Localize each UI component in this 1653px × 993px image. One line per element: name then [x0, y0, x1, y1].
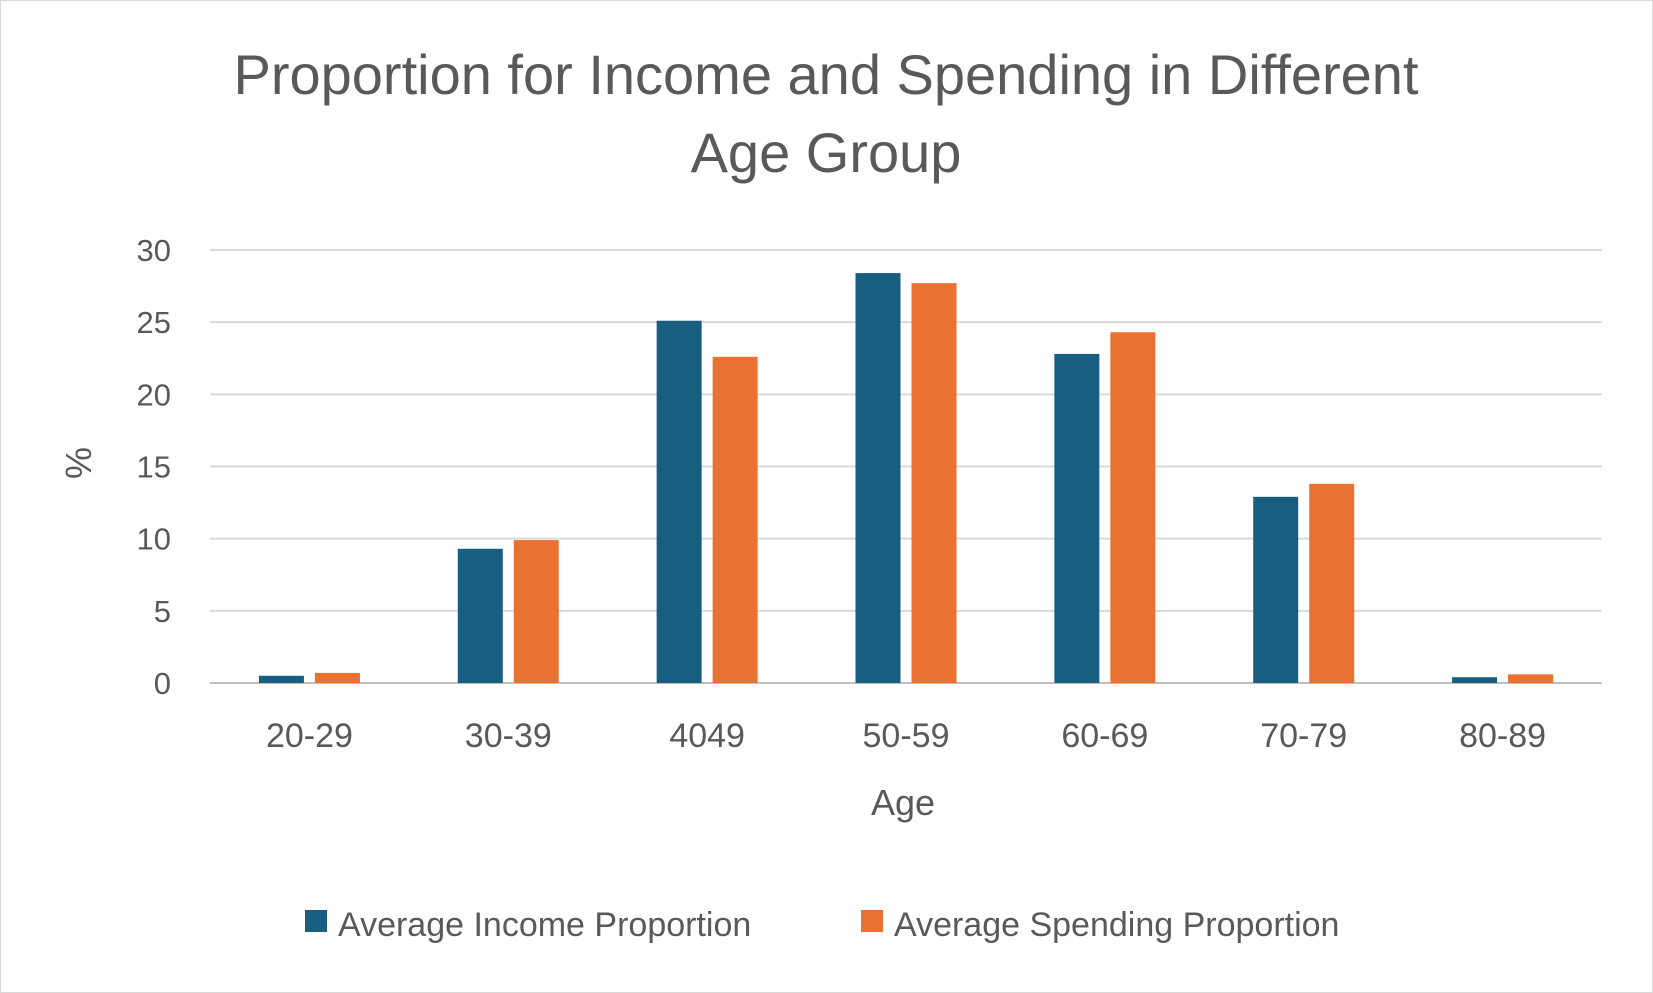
- x-tick-label: 60-69: [1061, 717, 1148, 755]
- y-tick-label: 15: [137, 450, 171, 485]
- x-tick-label: 80-89: [1459, 717, 1546, 755]
- bars: [258, 273, 1554, 683]
- spending-bar-30-39: [513, 540, 559, 683]
- y-tick-label: 25: [137, 305, 171, 340]
- y-tick-label: 20: [137, 377, 171, 412]
- income-bar-80-89: [1452, 677, 1498, 683]
- y-tick-label: 10: [137, 522, 171, 557]
- x-tick-label: 50-59: [863, 717, 950, 755]
- spending-bar-50-59: [911, 283, 957, 683]
- income-bar-70-79: [1253, 496, 1299, 683]
- income-bar-20-29: [258, 675, 304, 683]
- spending-bar-20-29: [314, 672, 360, 683]
- spending-bar-4049: [712, 356, 758, 683]
- x-axis-ticks: 20-29 30-39 4049 50-59 60-69 70-79 80-89: [266, 717, 1546, 755]
- x-tick-label: 30-39: [465, 717, 552, 755]
- spending-bar-80-89: [1508, 674, 1554, 683]
- legend: Average Income Proportion Average Spendi…: [305, 906, 1339, 944]
- y-axis-ticks: 0 5 10 15 20 25 30: [137, 233, 171, 701]
- chart-title-line-1: Proportion for Income and Spending in Di…: [233, 43, 1418, 106]
- chart-title-line-2: Age Group: [691, 121, 962, 184]
- y-tick-label: 0: [154, 666, 171, 701]
- spending-bar-60-69: [1110, 332, 1156, 683]
- y-tick-label: 5: [154, 594, 171, 629]
- legend-label-spending: Average Spending Proportion: [894, 906, 1339, 944]
- legend-swatch-income: [305, 910, 327, 932]
- x-axis-title: Age: [871, 782, 935, 823]
- income-bar-30-39: [457, 548, 503, 683]
- y-axis-title: %: [58, 447, 99, 479]
- income-bar-50-59: [855, 273, 901, 683]
- x-tick-label: 4049: [669, 717, 745, 755]
- income-bar-4049: [656, 320, 702, 683]
- legend-label-income: Average Income Proportion: [338, 906, 751, 944]
- income-bar-60-69: [1054, 353, 1100, 683]
- y-tick-label: 30: [137, 233, 171, 268]
- gridlines: [210, 249, 1602, 684]
- x-tick-label: 70-79: [1260, 717, 1347, 755]
- legend-swatch-spending: [861, 910, 883, 932]
- spending-bar-70-79: [1309, 483, 1355, 683]
- x-tick-label: 20-29: [266, 717, 353, 755]
